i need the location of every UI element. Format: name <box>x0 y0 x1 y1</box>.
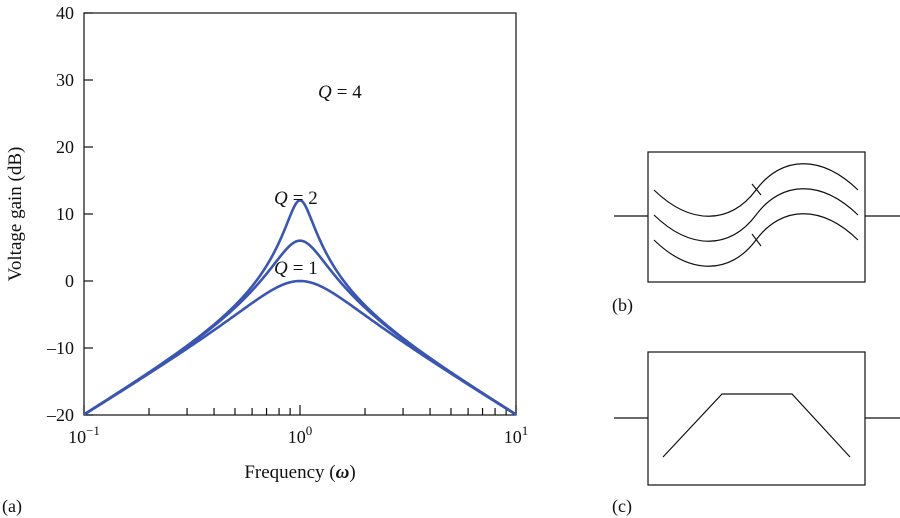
panel-b-wave-middle <box>653 188 859 242</box>
panel-b-tick-top <box>751 183 762 196</box>
x-tick-label: 101 <box>504 423 529 447</box>
y-tick-label: 30 <box>56 70 74 90</box>
curve-label-q4: Q = 4 <box>318 82 362 103</box>
y-tick-label: 10 <box>56 204 74 224</box>
y-tick-label: 20 <box>56 137 74 157</box>
panel-label-c: (c) <box>612 496 632 517</box>
panel-label-a: (a) <box>2 496 22 517</box>
x-axis-title: Frequency (ω) <box>244 462 355 483</box>
panel-b-symbol <box>614 151 900 283</box>
y-axis-ticks: 40 30 20 10 0 –10 –20 <box>46 3 93 425</box>
panel-b-wave-top <box>653 163 859 217</box>
x-axis-ticks: 10−1 100 101 <box>68 405 528 447</box>
panel-b-box <box>647 151 866 283</box>
panel-c-box <box>647 351 866 486</box>
panel-c-passband-shape <box>662 393 851 458</box>
series-line-q1 <box>83 279 517 416</box>
curve-label-q2: Q = 2 <box>274 188 318 209</box>
y-tick-label: 40 <box>56 3 74 23</box>
x-tick-label: 10−1 <box>68 423 100 447</box>
y-tick-label: –10 <box>46 338 74 358</box>
x-tick-label: 100 <box>288 423 313 447</box>
y-axis-title: Voltage gain (dB) <box>5 147 26 282</box>
series-lines <box>83 199 517 416</box>
y-tick-label: –20 <box>46 405 74 425</box>
curve-label-q1: Q = 1 <box>274 258 318 279</box>
y-tick-label: 0 <box>65 271 74 291</box>
panel-c-symbol <box>614 351 900 486</box>
panel-label-b: (b) <box>612 295 633 316</box>
series-line-q4 <box>83 199 517 416</box>
panel-b-tick-bottom <box>751 233 762 247</box>
plot-frame <box>83 12 517 416</box>
